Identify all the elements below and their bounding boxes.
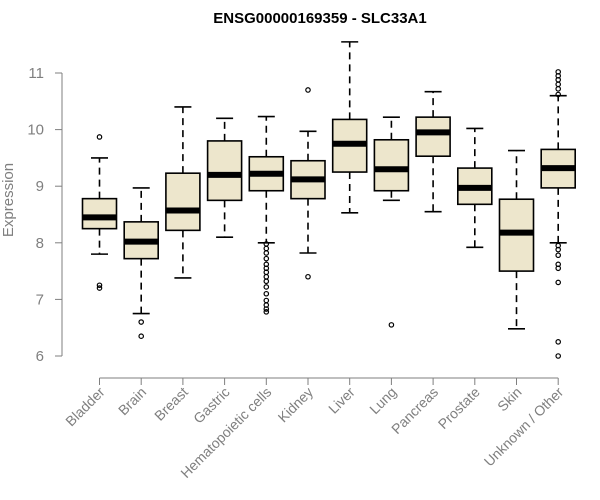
x-tick-label: Brain: [115, 384, 149, 418]
x-tick-label: Liver: [325, 384, 358, 417]
iqr-box: [81, 197, 118, 230]
plot-area: [81, 41, 577, 359]
outlier-point: [263, 278, 270, 285]
x-tick-label: Unknown / Other: [481, 384, 567, 470]
outlier-point: [555, 91, 562, 98]
outlier-point: [96, 282, 103, 289]
x-tick-label: Bladder: [62, 384, 108, 430]
outlier-point: [263, 284, 270, 290]
iqr-box: [373, 138, 410, 192]
outlier-point: [388, 322, 395, 328]
outlier-point: [555, 353, 562, 359]
outlier-point: [263, 309, 270, 315]
iqr-box: [206, 140, 243, 202]
y-tick-label: 6: [36, 348, 44, 365]
outlier-point: [305, 273, 311, 280]
outlier-point: [138, 333, 145, 339]
outlier-point: [305, 87, 311, 93]
chart-title: ENSG00000169359 - SLC33A1: [213, 10, 426, 27]
y-axis: 6 7 8 9 10 11: [27, 65, 63, 365]
outlier-point: [263, 245, 270, 252]
outlier-point: [555, 339, 562, 345]
outlier-point: [555, 279, 562, 286]
y-tick-label: 11: [28, 65, 44, 82]
y-tick-label: 7: [36, 291, 44, 308]
box-group-3: [165, 106, 201, 279]
outlier-point: [96, 285, 103, 291]
outlier-point: [263, 250, 270, 256]
y-axis-label: Expression: [0, 163, 17, 237]
box-group-9: [415, 90, 451, 213]
box-group-4: [206, 117, 243, 238]
outlier-point: [555, 265, 562, 272]
x-tick-label: Lung: [366, 384, 399, 417]
outlier-point: [96, 134, 103, 140]
outlier-point: [263, 290, 270, 297]
y-tick-label: 10: [27, 122, 44, 139]
box-group-12: [540, 69, 577, 359]
outlier-point: [555, 81, 562, 88]
box-group-8: [373, 116, 410, 328]
box-group-7: [331, 41, 368, 214]
x-tick-label: Prostate: [435, 384, 483, 432]
box-group-6: [290, 87, 326, 280]
iqr-box: [415, 116, 451, 158]
box-group-11: [498, 149, 535, 330]
x-tick-label: Breast: [151, 384, 191, 424]
outlier-point: [555, 252, 562, 259]
outlier-point: [263, 297, 270, 304]
box-group-5: [248, 115, 285, 315]
iqr-box: [165, 172, 201, 232]
box-group-1: [81, 134, 118, 291]
x-tick-label: Kidney: [275, 384, 317, 426]
outlier-point: [263, 273, 270, 280]
outlier-point: [263, 306, 270, 312]
box-group-10: [456, 127, 493, 249]
outlier-point: [263, 255, 270, 262]
outlier-point: [555, 86, 562, 92]
box-group-2: [123, 187, 159, 339]
y-tick-label: 8: [36, 235, 44, 252]
y-tick-label: 9: [36, 178, 44, 195]
outlier-point: [138, 319, 145, 325]
x-tick-label: Skin: [494, 384, 525, 415]
outlier-point: [555, 246, 562, 253]
